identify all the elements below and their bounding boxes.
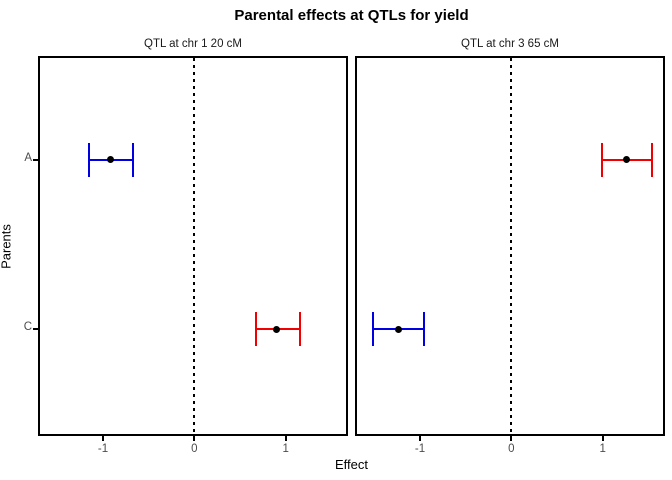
x-tick-label: 1 bbox=[282, 443, 289, 455]
y-axis-tick bbox=[33, 328, 38, 331]
point-estimate-c bbox=[273, 325, 281, 333]
y-tick-label: A bbox=[24, 151, 32, 164]
x-axis-tick bbox=[419, 436, 422, 441]
zero-reference-line bbox=[193, 58, 196, 434]
x-tick-label: -1 bbox=[97, 443, 109, 455]
errorbar-cap-low bbox=[600, 142, 603, 177]
x-axis-tick bbox=[102, 436, 105, 441]
x-axis-tick bbox=[601, 436, 604, 441]
facet-label-qtl-chr3: QTL at chr 3 65 cM bbox=[461, 38, 559, 50]
errorbar-cap-low bbox=[372, 312, 375, 347]
errorbar-cap-high bbox=[651, 142, 654, 177]
x-tick-label: 0 bbox=[191, 443, 198, 455]
x-axis-label: Effect bbox=[334, 457, 368, 472]
errorbar-cap-high bbox=[299, 312, 302, 347]
point-estimate-c bbox=[394, 325, 402, 333]
x-axis-tick bbox=[284, 436, 287, 441]
zero-reference-line bbox=[510, 58, 513, 434]
panel-qtl-chr1: -1 0 1 A C bbox=[24, 56, 348, 455]
y-tick-label: C bbox=[23, 321, 32, 334]
x-tick-label: 0 bbox=[508, 443, 515, 455]
errorbar-cap-low bbox=[255, 312, 258, 347]
facet-label-qtl-chr1: QTL at chr 1 20 cM bbox=[144, 38, 242, 50]
errorbar-cap-high bbox=[422, 312, 425, 347]
point-estimate-a bbox=[622, 156, 630, 164]
panel-qtl-chr3: -1 0 1 bbox=[355, 56, 665, 455]
x-tick-label: -1 bbox=[414, 443, 426, 455]
x-tick-label: 1 bbox=[599, 443, 606, 455]
y-axis-label: Parents bbox=[0, 224, 14, 269]
point-estimate-a bbox=[106, 156, 114, 164]
x-axis-tick bbox=[193, 436, 196, 441]
errorbar-cap-low bbox=[88, 142, 91, 177]
errorbar-cap-high bbox=[132, 142, 135, 177]
plot-title: Parental effects at QTLs for yield bbox=[234, 7, 469, 24]
y-axis-tick bbox=[33, 158, 38, 161]
x-axis-tick bbox=[510, 436, 513, 441]
